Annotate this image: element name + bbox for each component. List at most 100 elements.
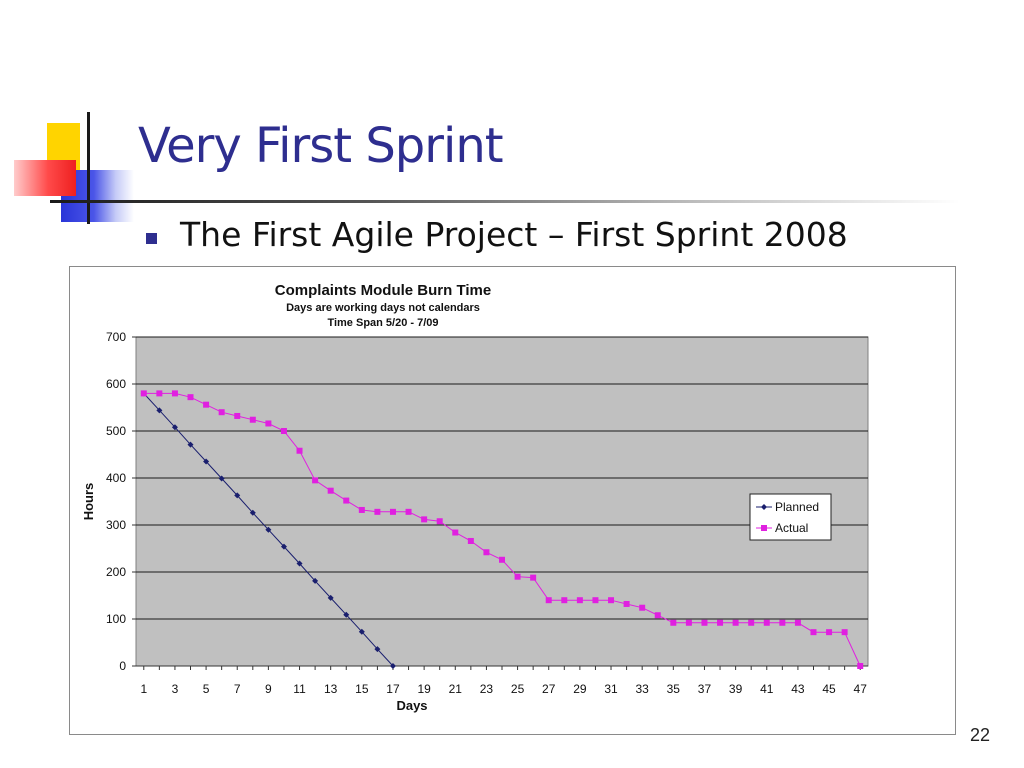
data-point-planned (312, 577, 319, 584)
data-point-actual (810, 629, 817, 636)
x-tick-label: 11 (293, 682, 306, 696)
y-tick-label: 500 (106, 424, 126, 438)
x-tick-label: 25 (511, 682, 525, 696)
data-point-actual (374, 508, 381, 515)
chart-subtitle-line: Days are working days not calendars (286, 302, 480, 314)
x-tick-label: 13 (324, 682, 338, 696)
data-point-planned (234, 492, 241, 499)
legend-marker-actual (761, 525, 767, 531)
decorative-vertical-rule (87, 112, 90, 224)
x-tick-label: 27 (542, 682, 556, 696)
x-tick-label: 5 (203, 682, 210, 696)
data-point-planned (343, 611, 350, 618)
y-axis-label: Hours (81, 483, 96, 521)
data-point-planned (327, 594, 334, 601)
x-tick-label: 37 (698, 682, 712, 696)
chart-title: Complaints Module Burn Time (275, 282, 491, 299)
x-tick-label: 1 (140, 682, 147, 696)
data-point-actual (358, 506, 365, 513)
x-tick-label: 3 (172, 682, 179, 696)
data-point-actual (545, 597, 552, 604)
decorative-red-block (14, 160, 76, 196)
data-point-planned (249, 509, 256, 516)
data-point-actual (296, 447, 303, 454)
data-point-actual (140, 390, 147, 397)
data-point-actual (265, 420, 272, 427)
x-tick-label: 31 (604, 682, 618, 696)
data-point-actual (280, 428, 287, 434)
data-point-planned (156, 407, 163, 414)
x-tick-label: 29 (573, 682, 587, 696)
data-point-actual (732, 619, 739, 626)
data-point-planned (265, 526, 272, 533)
data-point-actual (436, 518, 443, 525)
x-tick-label: 9 (265, 682, 272, 696)
x-tick-label: 33 (635, 682, 649, 696)
data-point-actual (343, 497, 350, 504)
data-point-actual (794, 619, 801, 626)
x-tick-label: 7 (234, 682, 241, 696)
data-point-actual (826, 629, 833, 636)
data-point-actual (156, 390, 163, 397)
data-point-actual (327, 487, 334, 494)
x-tick-label: 23 (480, 682, 494, 696)
x-tick-label: 43 (791, 682, 805, 696)
burn-time-chart: Complaints Module Burn Time Days are work… (81, 282, 869, 713)
data-point-actual (639, 604, 646, 611)
slide-number: 22 (969, 725, 990, 745)
data-point-actual (841, 629, 848, 636)
data-point-actual (171, 390, 178, 397)
data-point-planned (358, 628, 365, 635)
data-point-actual (763, 619, 770, 626)
y-tick-label: 600 (106, 377, 126, 391)
data-point-planned (374, 646, 381, 653)
y-tick-label: 300 (106, 518, 126, 532)
bullet-square-icon (146, 233, 157, 244)
legend-box (749, 493, 832, 541)
data-point-actual (608, 597, 615, 604)
y-tick-label: 200 (106, 565, 126, 579)
title-underline-rule (50, 200, 960, 203)
x-tick-label: 21 (449, 682, 463, 696)
y-tick-label: 700 (106, 330, 126, 344)
x-tick-label: 35 (667, 682, 681, 696)
x-tick-label: 19 (417, 682, 431, 696)
legend-marker-planned (761, 504, 767, 510)
data-point-actual (670, 619, 677, 626)
bullet-text: The First Agile Project – First Sprint 2… (180, 215, 848, 254)
data-point-actual (623, 600, 630, 607)
data-point-actual (389, 508, 396, 515)
legend-label-actual: Actual (775, 521, 808, 535)
x-tick-label: 15 (355, 682, 369, 696)
data-point-actual (421, 516, 428, 523)
data-point-actual (187, 394, 194, 401)
y-tick-label: 400 (106, 471, 126, 485)
data-point-planned (218, 475, 225, 482)
data-point-actual (576, 597, 583, 604)
data-point-actual (654, 612, 661, 619)
data-point-actual (857, 663, 864, 669)
data-point-actual (249, 416, 256, 423)
x-axis-label: Days (396, 698, 427, 713)
data-point-actual (748, 619, 755, 626)
legend-label-planned: Planned (775, 500, 819, 514)
data-point-planned (187, 441, 194, 448)
x-tick-label: 39 (729, 682, 743, 696)
data-point-actual (717, 619, 724, 626)
data-point-actual (483, 549, 490, 556)
plot-area (135, 336, 869, 667)
data-point-actual (467, 537, 474, 544)
x-tick-label: 47 (854, 682, 868, 696)
x-tick-label: 45 (822, 682, 836, 696)
data-point-actual (685, 619, 692, 626)
data-point-actual (405, 508, 412, 515)
data-point-actual (514, 573, 521, 580)
y-tick-label: 100 (106, 612, 126, 626)
data-point-actual (779, 619, 786, 626)
data-point-actual (234, 412, 241, 419)
data-point-actual (499, 556, 505, 563)
chart-subtitle-line: Time Span 5/20 - 7/09 (327, 317, 438, 329)
data-point-actual (530, 574, 537, 581)
x-tick-label: 17 (386, 682, 400, 696)
data-point-planned (280, 543, 287, 550)
